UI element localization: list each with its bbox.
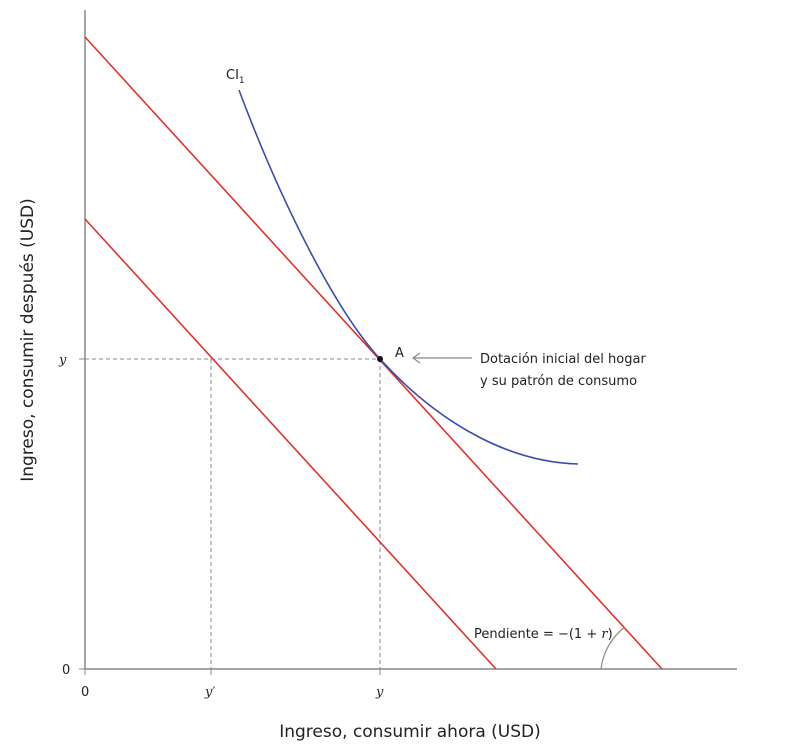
- indifference-curve: [238, 89, 579, 465]
- point-a: [377, 356, 383, 362]
- budget-line-outer: [84, 36, 663, 670]
- x-tick-label-y: y: [375, 685, 384, 700]
- point-label: A: [395, 346, 404, 361]
- slope-angle-arc: [600, 626, 626, 670]
- y-tick-label-0: 0: [62, 663, 70, 678]
- slope-label: Pendiente = −(1 + r): [474, 627, 613, 642]
- x-tick-label-yprime: y′: [204, 685, 215, 700]
- annotation-line2: y su patrón de consumo: [480, 374, 637, 389]
- y-axis-label: Ingreso, consumir después (USD): [18, 198, 38, 482]
- curve-label: CI1: [226, 68, 245, 86]
- y-tick-label-y: y: [58, 353, 67, 368]
- x-axis-label: Ingreso, consumir ahora (USD): [279, 722, 541, 742]
- budget-line-inner: [84, 218, 497, 670]
- arrow-head-icon: [411, 352, 421, 364]
- annotation-line1: Dotación inicial del hogar: [480, 352, 646, 367]
- x-tick-label-0: 0: [81, 685, 89, 700]
